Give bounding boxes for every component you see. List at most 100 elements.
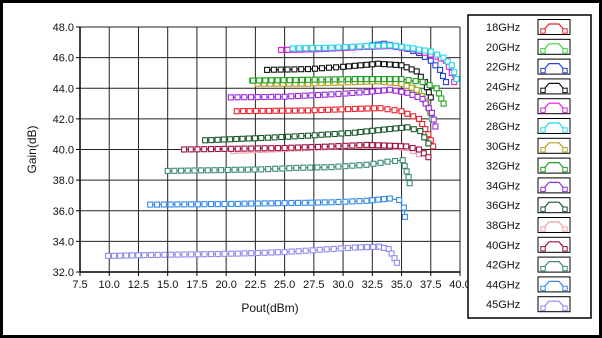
legend-swatch-line-28ghz — [542, 122, 566, 131]
data-marker — [300, 164, 307, 171]
data-marker — [318, 76, 325, 83]
data-marker — [311, 107, 318, 114]
data-marker — [272, 165, 279, 172]
data-marker — [328, 143, 335, 150]
data-marker — [301, 144, 308, 151]
data-marker — [331, 130, 338, 138]
legend-label-45ghz: 45GHz — [486, 299, 520, 311]
data-marker — [414, 93, 421, 100]
data-marker — [251, 135, 259, 142]
legend-swatch-line-44ghz — [542, 280, 566, 289]
data-marker — [363, 128, 370, 135]
data-marker — [315, 44, 322, 51]
data-marker — [208, 251, 215, 258]
data-marker — [409, 91, 416, 98]
series-36ghz — [202, 124, 432, 147]
data-marker — [335, 90, 342, 97]
data-marker — [342, 90, 349, 97]
data-marker — [254, 200, 261, 207]
axes: 7.5 10.0 12.5 15.0 17.5 20.0 22.5 25.0 27.5 30.0 3… — [53, 22, 471, 291]
legend-swatch-45ghz — [537, 296, 571, 313]
data-marker — [419, 120, 426, 128]
data-marker — [349, 89, 356, 97]
y-tick-label: 34.0 — [53, 236, 74, 248]
data-marker — [384, 158, 391, 165]
data-marker — [281, 249, 288, 256]
data-marker — [291, 66, 298, 73]
data-marker — [401, 162, 408, 169]
data-marker — [164, 167, 171, 174]
legend-swatch-marker-32ghz — [562, 166, 568, 173]
data-marker — [268, 77, 275, 84]
data-marker — [397, 143, 404, 150]
data-marker — [188, 201, 195, 208]
data-marker — [413, 86, 420, 93]
data-marker — [364, 105, 371, 112]
data-marker — [409, 144, 416, 152]
data-marker — [233, 108, 240, 115]
data-marker — [386, 42, 393, 49]
legend-label-36ghz: 36GHz — [486, 200, 520, 212]
data-marker — [442, 79, 450, 86]
legend-swatch-line-38ghz — [542, 221, 566, 230]
x-tick-label: 27.5 — [303, 279, 324, 291]
data-marker — [298, 132, 305, 140]
data-marker — [437, 66, 444, 73]
legend-swatch-marker-24ghz — [562, 87, 568, 94]
data-marker — [356, 142, 363, 149]
data-marker — [386, 76, 393, 83]
data-marker — [301, 92, 308, 99]
legend-swatch-line-36ghz — [542, 201, 566, 210]
data-marker — [314, 199, 322, 206]
data-marker — [427, 57, 434, 64]
x-tick-label: 10.0 — [99, 279, 120, 291]
data-marker — [338, 130, 345, 137]
data-marker — [425, 140, 432, 147]
data-marker — [380, 42, 388, 49]
data-marker — [400, 204, 407, 211]
data-marker — [330, 245, 337, 252]
data-marker — [337, 245, 344, 252]
data-marker — [241, 200, 248, 207]
data-marker — [247, 94, 255, 101]
legend-swatch-marker-44ghz — [562, 285, 568, 292]
data-marker — [318, 106, 325, 114]
data-marker — [270, 66, 277, 73]
data-marker — [201, 201, 208, 208]
data-marker — [338, 76, 345, 83]
data-marker — [321, 44, 329, 51]
data-marker — [357, 76, 364, 83]
legend-swatch-marker-42ghz — [562, 265, 568, 272]
data-marker — [356, 198, 363, 205]
data-marker — [380, 76, 388, 83]
legend-label-18ghz: 18GHz — [486, 22, 520, 34]
data-marker — [194, 201, 201, 208]
data-marker — [245, 135, 252, 142]
data-marker — [405, 77, 412, 84]
data-marker — [351, 129, 358, 136]
data-marker — [404, 110, 411, 117]
data-marker — [370, 160, 377, 167]
legend-swatch-26ghz — [537, 98, 571, 115]
data-marker — [324, 76, 332, 83]
data-marker — [419, 79, 426, 86]
data-marker — [302, 247, 309, 254]
data-marker — [403, 82, 410, 89]
data-marker — [187, 146, 194, 153]
data-marker — [264, 66, 271, 73]
data-marker — [241, 94, 248, 101]
series-45ghz — [105, 243, 400, 266]
data-marker — [234, 250, 241, 257]
data-marker — [351, 62, 358, 69]
data-marker — [248, 145, 255, 152]
y-tick-label: 44.0 — [53, 83, 74, 95]
legend-swatch-line-34ghz — [542, 181, 566, 190]
data-marker — [207, 146, 215, 153]
data-marker — [335, 163, 342, 170]
data-marker — [357, 62, 364, 69]
data-marker — [398, 88, 405, 95]
data-marker — [111, 252, 118, 259]
data-marker — [369, 142, 376, 149]
legend-swatch-18ghz — [537, 19, 571, 35]
